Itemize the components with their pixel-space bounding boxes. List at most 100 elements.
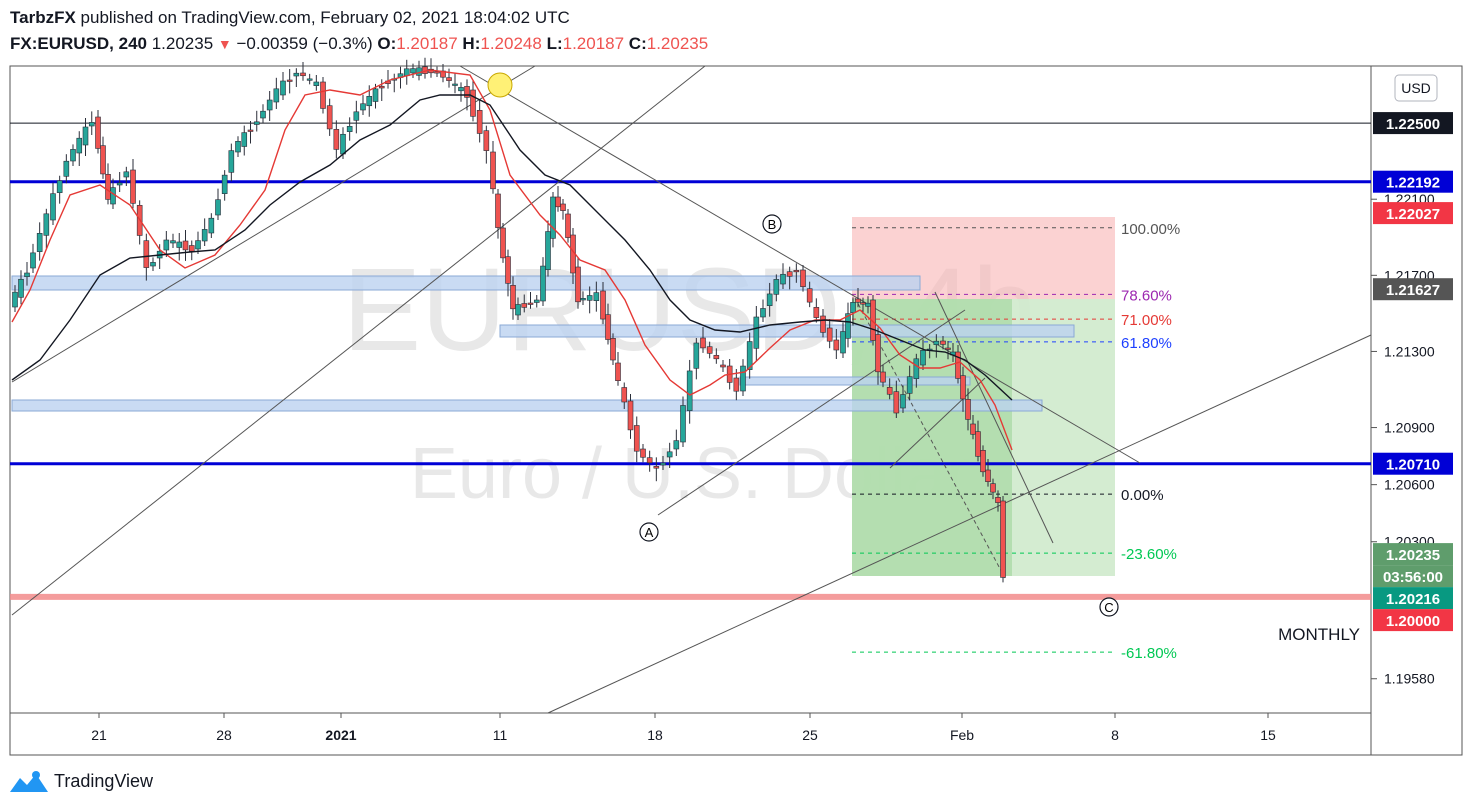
low-value: 1.20187: [562, 34, 625, 53]
candle-body: [313, 81, 320, 86]
candle-body: [875, 334, 881, 373]
candle-body: [163, 239, 170, 251]
candle-body: [36, 233, 43, 252]
candle-body: [600, 290, 606, 320]
candle-body: [273, 88, 280, 103]
candle-body: [260, 110, 266, 119]
candle-body: [980, 450, 986, 473]
candle-body: [833, 339, 840, 351]
candle-body: [593, 292, 600, 301]
candle-body: [18, 278, 24, 298]
candle-body: [985, 469, 991, 482]
price-tag-5: [1373, 543, 1453, 566]
footer-brand[interactable]: TradingView: [54, 770, 154, 791]
currency-button[interactable]: [1394, 74, 1438, 102]
candle-body: [990, 483, 996, 493]
wave-c-badge[interactable]: [1099, 597, 1119, 617]
candle-body: [970, 423, 976, 435]
fib-label-0: 100.00%: [1121, 221, 1180, 238]
candle-body: [753, 316, 760, 349]
candle-body: [446, 77, 452, 81]
candle-body: [340, 133, 346, 155]
zone-1[interactable]: [11, 275, 921, 291]
candle-body: [860, 302, 866, 305]
candle-body: [660, 462, 666, 466]
candle-body: [686, 370, 693, 411]
candle-body: [495, 193, 501, 228]
candle-body: [540, 265, 546, 302]
candle-body: [740, 365, 746, 392]
candle-body: [208, 217, 215, 234]
symbol-interval[interactable]: FX:EURUSD, 240: [10, 34, 147, 53]
candle-body: [555, 196, 561, 208]
wave-a-badge[interactable]: [639, 522, 659, 542]
candle-body: [353, 111, 360, 121]
xtick-label-0: 21: [91, 727, 107, 743]
fib-label-4: 0.00%: [1121, 487, 1164, 504]
high-value: 1.20248: [480, 34, 542, 53]
close-label: C:: [628, 34, 647, 53]
candle-body: [586, 295, 593, 301]
fib-label-1: 78.60%: [1121, 287, 1172, 304]
price-tag-label-3: 1.21627: [1386, 282, 1440, 299]
price-tag-label-8: 1.20000: [1386, 613, 1440, 630]
trendline-channel-low[interactable]: [547, 334, 1372, 714]
candle-body: [621, 387, 628, 403]
candle-body: [333, 129, 340, 150]
candle-body: [188, 245, 195, 252]
trendline-steep[interactable]: [934, 291, 1054, 544]
candle-body: [378, 85, 385, 89]
fib-label-2: 71.00%: [1121, 312, 1172, 329]
tradingview-logo-icon[interactable]: [10, 770, 48, 792]
candle-body: [893, 391, 900, 414]
candle-body: [933, 340, 940, 345]
candle-body: [143, 240, 150, 268]
candle-body: [458, 87, 464, 92]
candles: [12, 57, 1006, 583]
xtick-label-3: 11: [493, 727, 508, 743]
trendline-down[interactable]: [459, 65, 1141, 464]
zone-4[interactable]: [11, 399, 1043, 412]
trendline-a-b[interactable]: [657, 309, 966, 516]
candle-body: [920, 350, 926, 366]
price-tag-8: [1373, 609, 1453, 632]
candle-body: [320, 81, 326, 109]
trendline-long-up[interactable]: [11, 65, 706, 616]
time-axis[interactable]: [9, 712, 1372, 756]
candle-body: [515, 304, 521, 316]
candle-body: [580, 298, 586, 301]
zone-3[interactable]: [739, 376, 971, 386]
candle-body: [706, 346, 713, 354]
close-value: 1.20235: [646, 34, 709, 53]
candle-body: [170, 240, 176, 244]
zone-2[interactable]: [499, 324, 1075, 338]
candle-body: [680, 405, 686, 443]
high-label: H:: [462, 34, 481, 53]
candle-body: [300, 72, 306, 77]
candle-body: [464, 86, 470, 98]
xtick-label-2: 2021: [325, 727, 356, 743]
candle-body: [521, 303, 528, 308]
candle-body: [975, 431, 981, 457]
xtick-label-6: Feb: [950, 727, 974, 743]
candle-body: [820, 315, 826, 333]
candle-body: [63, 160, 70, 177]
candle-body: [360, 103, 366, 111]
ytick-label-3: 1.20900: [1384, 420, 1435, 436]
price-axis[interactable]: [1370, 65, 1463, 756]
candle-body: [235, 141, 241, 153]
candle-body: [845, 313, 851, 339]
candle-body: [182, 240, 189, 251]
publisher-name: TarbzFX: [10, 8, 76, 27]
wave-b-badge[interactable]: [762, 214, 782, 234]
candle-body: [850, 302, 856, 313]
trendline-up-2[interactable]: [11, 65, 536, 383]
trendline-small[interactable]: [889, 377, 986, 469]
candle-body: [840, 331, 846, 354]
candle-body: [720, 364, 726, 368]
highlight-marker[interactable]: [487, 72, 513, 98]
fib-label-3: 61.80%: [1121, 335, 1172, 352]
price-tag-2: [1373, 202, 1453, 225]
candle-body: [510, 285, 516, 310]
